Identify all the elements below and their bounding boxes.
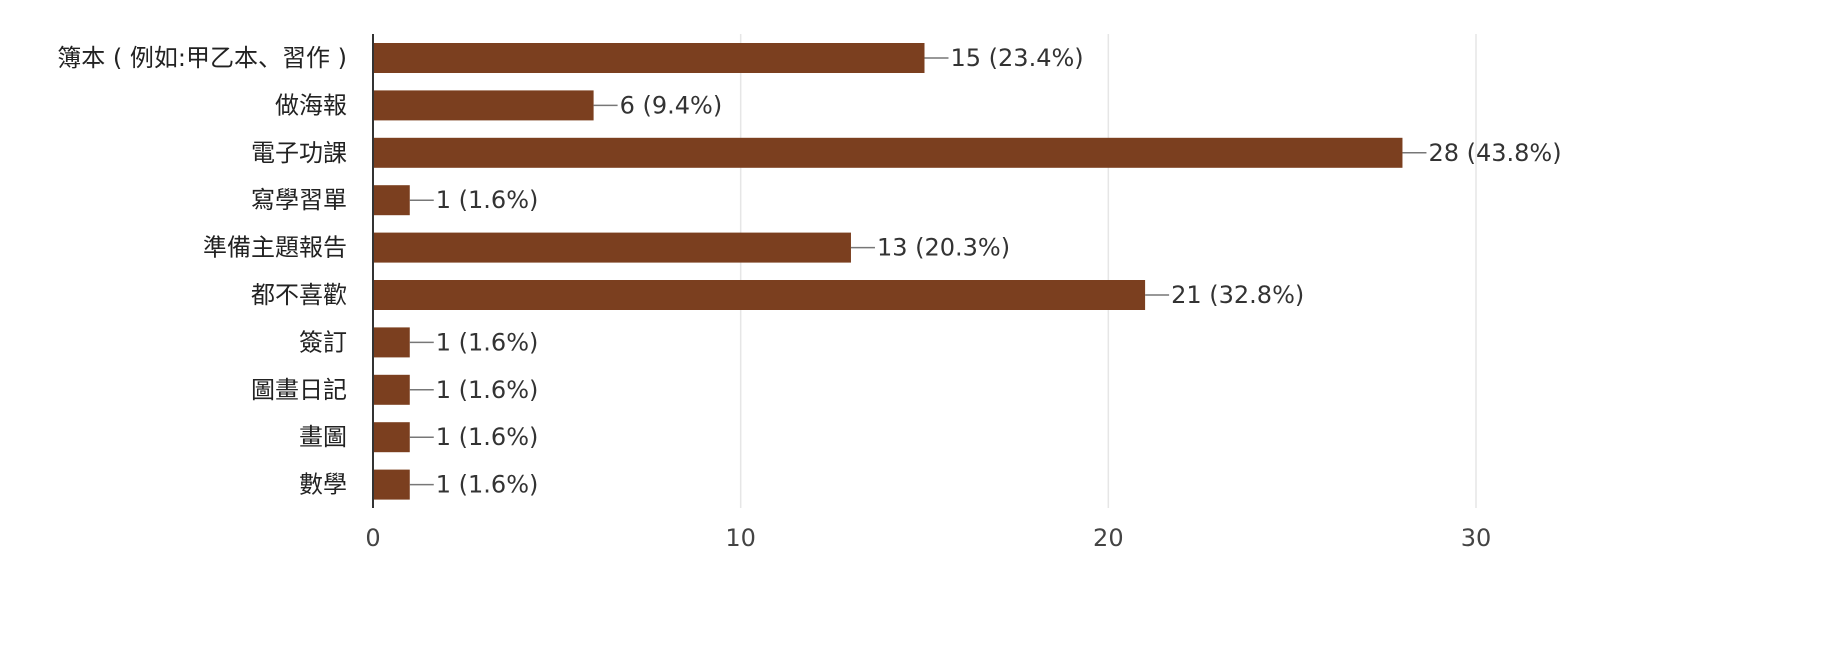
x-tick-label-10: 10 bbox=[725, 524, 756, 552]
data-label-8: 1 (1.6%) bbox=[436, 376, 539, 404]
bar-3 bbox=[373, 137, 1403, 168]
data-label-4: 1 (1.6%) bbox=[436, 186, 539, 214]
data-label-9: 1 (1.6%) bbox=[436, 423, 539, 451]
bar-4 bbox=[373, 185, 410, 216]
category-label-1: 簿本 ( 例如:甲乙本、習作 ) bbox=[57, 44, 347, 72]
data-label-5: 13 (20.3%) bbox=[877, 234, 1010, 262]
category-label-9: 畫圖 bbox=[299, 423, 347, 451]
data-label-7: 1 (1.6%) bbox=[436, 328, 539, 356]
bar-10 bbox=[373, 469, 410, 500]
category-label-8: 圖畫日記 bbox=[251, 376, 347, 404]
bar-9 bbox=[373, 422, 410, 453]
x-tick-label-30: 30 bbox=[1461, 524, 1492, 552]
category-label-3: 電子功課 bbox=[251, 139, 347, 167]
category-label-6: 都不喜歡 bbox=[251, 281, 347, 309]
x-tick-label-0: 0 bbox=[365, 524, 380, 552]
category-label-2: 做海報 bbox=[275, 91, 347, 119]
bar-8 bbox=[373, 374, 410, 405]
bar-5 bbox=[373, 232, 851, 263]
data-label-3: 28 (43.8%) bbox=[1428, 139, 1561, 167]
data-label-1: 15 (23.4%) bbox=[951, 44, 1084, 72]
bar-6 bbox=[373, 280, 1146, 310]
bar-2 bbox=[373, 90, 594, 121]
category-label-7: 簽訂 bbox=[299, 328, 347, 356]
data-label-2: 6 (9.4%) bbox=[620, 91, 723, 119]
data-label-6: 21 (32.8%) bbox=[1171, 281, 1304, 309]
x-tick-label-20: 20 bbox=[1093, 524, 1124, 552]
data-label-10: 1 (1.6%) bbox=[436, 471, 539, 499]
category-label-4: 寫學習單 bbox=[251, 186, 347, 214]
category-label-10: 數學 bbox=[299, 471, 347, 499]
category-label-5: 準備主題報告 bbox=[203, 234, 347, 262]
bar-7 bbox=[373, 327, 410, 358]
bar-1 bbox=[373, 43, 925, 73]
